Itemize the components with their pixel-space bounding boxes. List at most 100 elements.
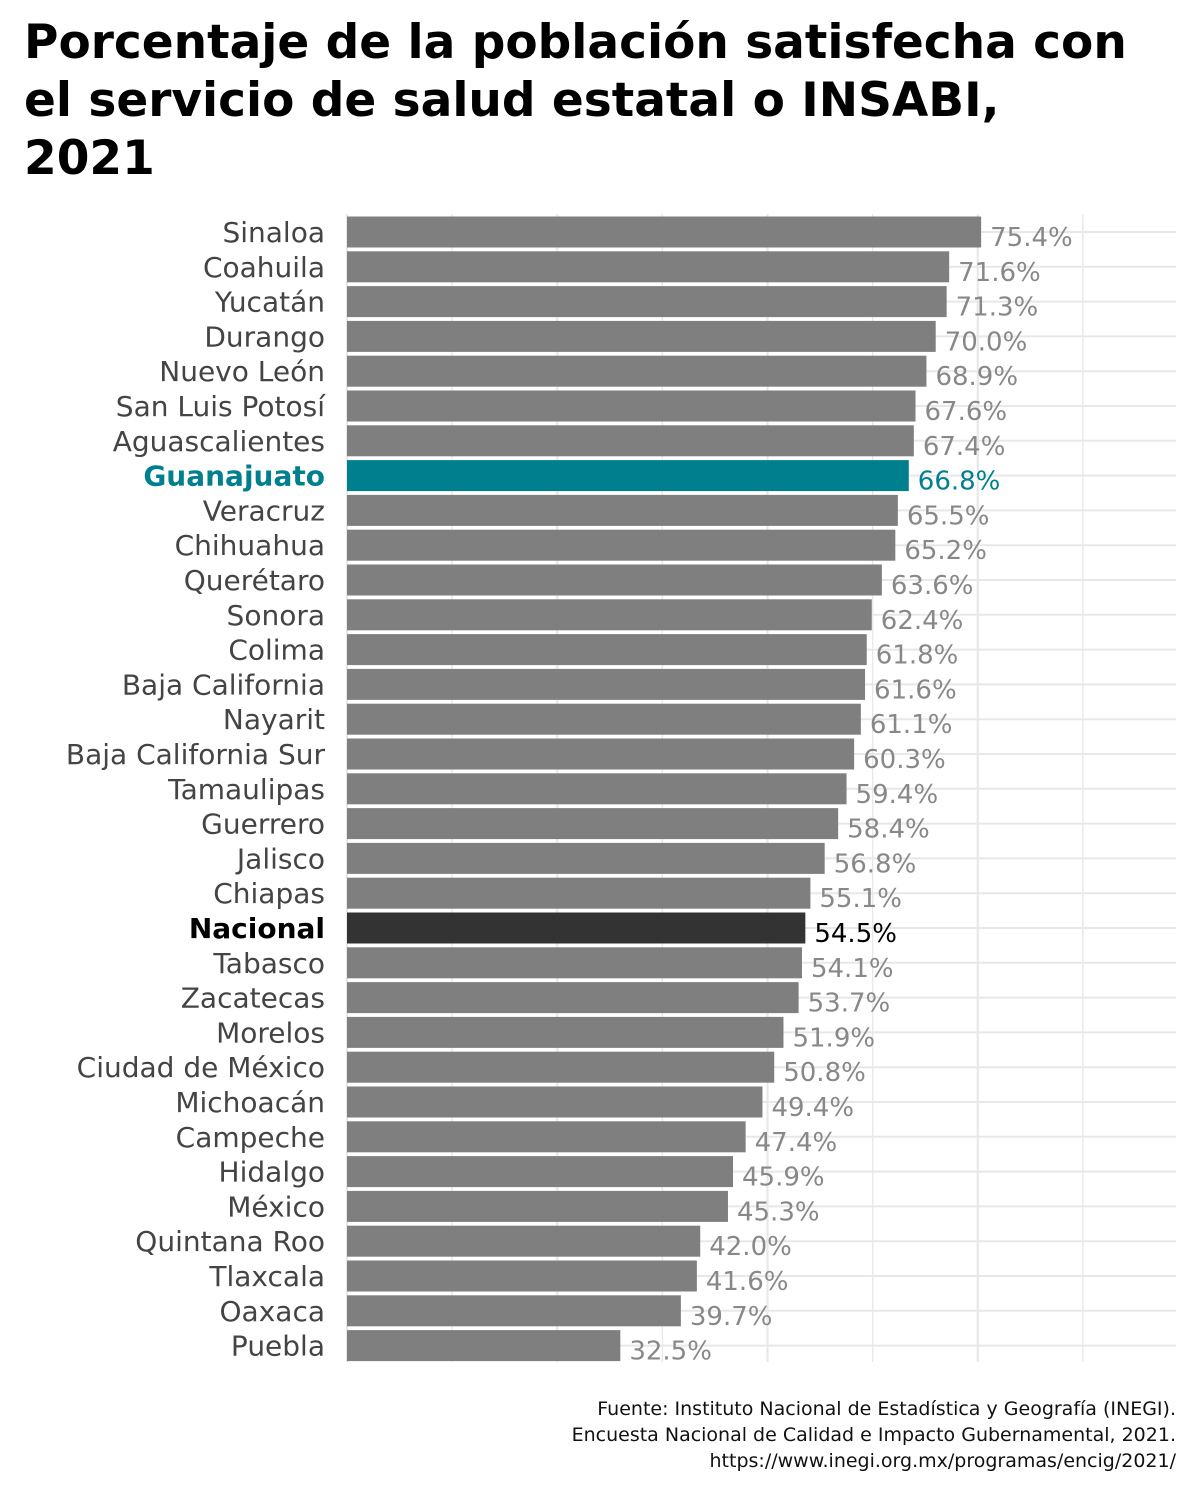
category-label: Nayarit bbox=[223, 703, 325, 736]
value-label: 32.5% bbox=[629, 1337, 712, 1367]
bar bbox=[347, 286, 947, 318]
bar bbox=[347, 1121, 746, 1153]
value-label: 61.8% bbox=[876, 641, 959, 671]
category-label: Sonora bbox=[227, 599, 325, 632]
category-label: Colima bbox=[228, 634, 325, 667]
category-label: Jalisco bbox=[235, 842, 325, 875]
value-label: 42.0% bbox=[709, 1232, 792, 1262]
category-label: Nuevo León bbox=[159, 355, 325, 388]
bar bbox=[347, 1225, 701, 1257]
value-label: 61.1% bbox=[870, 710, 953, 740]
value-label: 59.4% bbox=[856, 780, 939, 810]
category-label: Morelos bbox=[216, 1016, 325, 1049]
value-label: 54.1% bbox=[811, 954, 894, 984]
value-label: 68.9% bbox=[935, 362, 1018, 392]
value-label: 45.3% bbox=[737, 1197, 820, 1227]
category-label: Tlaxcala bbox=[208, 1260, 325, 1293]
value-label: 39.7% bbox=[690, 1302, 773, 1332]
value-label: 67.4% bbox=[923, 432, 1006, 462]
value-label: 56.8% bbox=[834, 849, 917, 879]
category-label: México bbox=[227, 1190, 325, 1223]
bar bbox=[347, 703, 861, 735]
chart-title: Porcentaje de la población satisfecha co… bbox=[24, 15, 1127, 186]
value-label: 54.5% bbox=[814, 919, 897, 949]
bar bbox=[347, 1016, 784, 1048]
value-label: 66.8% bbox=[918, 467, 1001, 497]
category-label: Sinaloa bbox=[222, 216, 325, 249]
category-label: Zacatecas bbox=[181, 982, 325, 1015]
category-label: Oaxaca bbox=[220, 1295, 325, 1328]
value-label: 55.1% bbox=[819, 884, 902, 914]
value-labels: 75.4% 71.6% 71.3% 70.0% 68.9% 67.6% 67.4% 66.8%… bbox=[629, 223, 1072, 1367]
category-label: Chiapas bbox=[213, 877, 325, 910]
bar bbox=[347, 494, 898, 526]
bar bbox=[347, 1156, 734, 1188]
bar bbox=[347, 355, 927, 387]
bar bbox=[347, 564, 882, 596]
bar bbox=[347, 947, 802, 979]
bar bbox=[347, 1051, 775, 1083]
category-label: San Luis Potosí bbox=[116, 390, 326, 423]
category-label: Ciudad de México bbox=[77, 1051, 325, 1084]
bar bbox=[347, 1330, 621, 1362]
bar bbox=[347, 738, 855, 770]
category-label: Veracruz bbox=[203, 494, 325, 527]
bar bbox=[347, 634, 867, 666]
category-label: Tamaulipas bbox=[167, 773, 325, 806]
category-label: Querétaro bbox=[184, 564, 325, 597]
value-label: 53.7% bbox=[808, 989, 891, 1019]
category-label: Baja California Sur bbox=[66, 738, 326, 771]
bar bbox=[347, 529, 896, 561]
category-label: Chihuahua bbox=[175, 529, 325, 562]
category-label: Guerrero bbox=[201, 808, 325, 841]
bar bbox=[347, 668, 866, 700]
category-label: Coahuila bbox=[203, 251, 325, 284]
bar bbox=[347, 1190, 728, 1222]
value-label: 67.6% bbox=[925, 397, 1008, 427]
category-label: Yucatán bbox=[214, 286, 325, 319]
source-note: Fuente: Instituto Nacional de Estadístic… bbox=[572, 1396, 1176, 1474]
value-label: 47.4% bbox=[755, 1128, 838, 1158]
category-label: Baja California bbox=[122, 668, 325, 701]
bar bbox=[347, 599, 872, 631]
value-label: 58.4% bbox=[847, 815, 930, 845]
bar bbox=[347, 1260, 697, 1292]
value-label: 50.8% bbox=[783, 1058, 866, 1088]
source-line: Fuente: Instituto Nacional de Estadístic… bbox=[597, 1398, 1176, 1420]
category-label: Hidalgo bbox=[219, 1156, 325, 1189]
category-label: Durango bbox=[204, 320, 325, 353]
value-label: 61.6% bbox=[874, 675, 957, 705]
bar bbox=[347, 216, 982, 248]
value-label: 75.4% bbox=[990, 223, 1073, 253]
bar bbox=[347, 842, 825, 874]
category-label: Puebla bbox=[231, 1330, 325, 1363]
value-label: 41.6% bbox=[706, 1267, 789, 1297]
value-label: 71.3% bbox=[956, 293, 1039, 323]
bar bbox=[347, 877, 811, 909]
bar bbox=[347, 912, 806, 944]
value-label: 60.3% bbox=[863, 745, 946, 775]
category-label: Guanajuato bbox=[143, 460, 325, 493]
bar bbox=[347, 390, 916, 422]
bar bbox=[347, 251, 950, 283]
bar bbox=[347, 460, 909, 492]
value-label: 62.4% bbox=[881, 606, 964, 636]
value-label: 63.6% bbox=[891, 571, 974, 601]
bar bbox=[347, 425, 914, 457]
bars bbox=[347, 216, 982, 1362]
value-label: 49.4% bbox=[771, 1093, 854, 1123]
category-label: Campeche bbox=[176, 1121, 325, 1154]
value-label: 51.9% bbox=[792, 1023, 875, 1053]
source-line: https://www.inegi.org.mx/programas/encig… bbox=[709, 1450, 1176, 1472]
value-label: 70.0% bbox=[945, 327, 1028, 357]
bar bbox=[347, 982, 799, 1014]
category-label: Nacional bbox=[189, 912, 325, 945]
bar bbox=[347, 808, 839, 840]
category-label: Michoacán bbox=[175, 1086, 325, 1119]
value-label: 65.2% bbox=[904, 536, 987, 566]
bar bbox=[347, 1086, 763, 1118]
category-label: Tabasco bbox=[212, 947, 325, 980]
bar bbox=[347, 773, 847, 805]
